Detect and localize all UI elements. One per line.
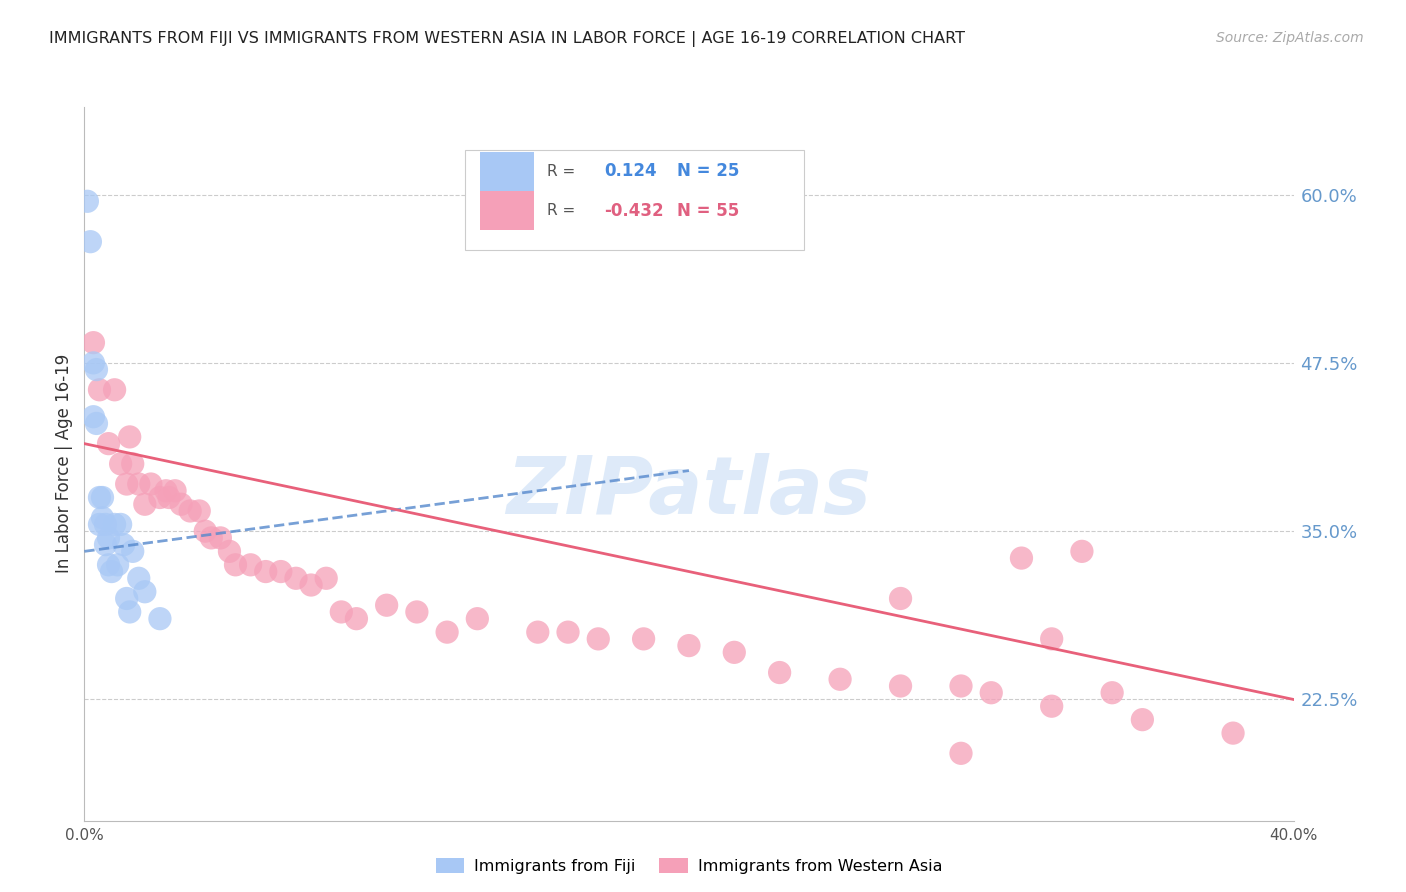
Text: R =: R = bbox=[547, 203, 581, 218]
Point bbox=[225, 558, 247, 572]
Text: IMMIGRANTS FROM FIJI VS IMMIGRANTS FROM WESTERN ASIA IN LABOR FORCE | AGE 16-19 : IMMIGRANTS FROM FIJI VS IMMIGRANTS FROM … bbox=[49, 31, 965, 47]
Point bbox=[89, 491, 111, 505]
Point bbox=[1071, 544, 1094, 558]
Point bbox=[467, 612, 489, 626]
Point bbox=[121, 457, 143, 471]
Point bbox=[110, 457, 132, 471]
Point bbox=[91, 510, 114, 524]
Point bbox=[769, 665, 792, 680]
Point bbox=[633, 632, 655, 646]
Point bbox=[118, 605, 141, 619]
Point bbox=[678, 639, 700, 653]
Point bbox=[149, 612, 172, 626]
FancyBboxPatch shape bbox=[479, 152, 534, 191]
Point bbox=[299, 578, 322, 592]
Legend: Immigrants from Fiji, Immigrants from Western Asia: Immigrants from Fiji, Immigrants from We… bbox=[429, 852, 949, 880]
Point bbox=[1040, 632, 1063, 646]
Point bbox=[406, 605, 429, 619]
Point bbox=[82, 335, 104, 350]
Point bbox=[723, 645, 745, 659]
Text: N = 55: N = 55 bbox=[676, 202, 740, 219]
Point bbox=[218, 544, 240, 558]
Point bbox=[980, 686, 1002, 700]
Point bbox=[79, 235, 101, 249]
Point bbox=[139, 477, 162, 491]
Point bbox=[950, 679, 973, 693]
FancyBboxPatch shape bbox=[465, 150, 804, 250]
Point bbox=[1130, 713, 1153, 727]
Point bbox=[157, 491, 180, 505]
Point bbox=[200, 531, 222, 545]
Point bbox=[330, 605, 353, 619]
Point bbox=[107, 558, 129, 572]
Point bbox=[165, 483, 187, 498]
Point bbox=[890, 591, 912, 606]
Point bbox=[94, 517, 117, 532]
Point bbox=[270, 565, 292, 579]
Point bbox=[89, 383, 111, 397]
Text: N = 25: N = 25 bbox=[676, 162, 740, 180]
Point bbox=[115, 477, 138, 491]
Point bbox=[134, 497, 156, 511]
Y-axis label: In Labor Force | Age 16-19: In Labor Force | Age 16-19 bbox=[55, 354, 73, 574]
Point bbox=[527, 625, 550, 640]
Text: -0.432: -0.432 bbox=[605, 202, 664, 219]
FancyBboxPatch shape bbox=[479, 191, 534, 230]
Point bbox=[128, 571, 150, 585]
Point bbox=[149, 491, 172, 505]
Point bbox=[97, 531, 120, 545]
Point bbox=[254, 565, 277, 579]
Point bbox=[1040, 699, 1063, 714]
Point bbox=[179, 504, 201, 518]
Point bbox=[89, 517, 111, 532]
Point bbox=[82, 356, 104, 370]
Point bbox=[76, 194, 98, 209]
Text: R =: R = bbox=[547, 164, 581, 178]
Point bbox=[97, 558, 120, 572]
Point bbox=[82, 409, 104, 424]
Point bbox=[97, 436, 120, 450]
Point bbox=[436, 625, 458, 640]
Point bbox=[100, 565, 122, 579]
Point bbox=[112, 538, 135, 552]
Point bbox=[86, 362, 108, 376]
Point bbox=[1222, 726, 1244, 740]
Point bbox=[315, 571, 337, 585]
Point bbox=[1011, 551, 1033, 566]
Point bbox=[170, 497, 193, 511]
Point bbox=[188, 504, 211, 518]
Point bbox=[890, 679, 912, 693]
Point bbox=[588, 632, 610, 646]
Point bbox=[194, 524, 217, 538]
Point bbox=[110, 517, 132, 532]
Point bbox=[115, 591, 138, 606]
Point bbox=[91, 491, 114, 505]
Point bbox=[118, 430, 141, 444]
Point bbox=[285, 571, 308, 585]
Point bbox=[1101, 686, 1123, 700]
Point bbox=[155, 483, 177, 498]
Point bbox=[209, 531, 232, 545]
Point bbox=[104, 383, 127, 397]
Point bbox=[950, 747, 973, 761]
Point bbox=[121, 544, 143, 558]
Point bbox=[346, 612, 368, 626]
Text: ZIPatlas: ZIPatlas bbox=[506, 453, 872, 532]
Point bbox=[86, 417, 108, 431]
Point bbox=[239, 558, 262, 572]
Point bbox=[375, 598, 398, 612]
Point bbox=[94, 538, 117, 552]
Point bbox=[134, 584, 156, 599]
Point bbox=[830, 673, 852, 687]
Text: Source: ZipAtlas.com: Source: ZipAtlas.com bbox=[1216, 31, 1364, 45]
Text: 0.124: 0.124 bbox=[605, 162, 657, 180]
Point bbox=[557, 625, 579, 640]
Point bbox=[104, 517, 127, 532]
Point bbox=[128, 477, 150, 491]
